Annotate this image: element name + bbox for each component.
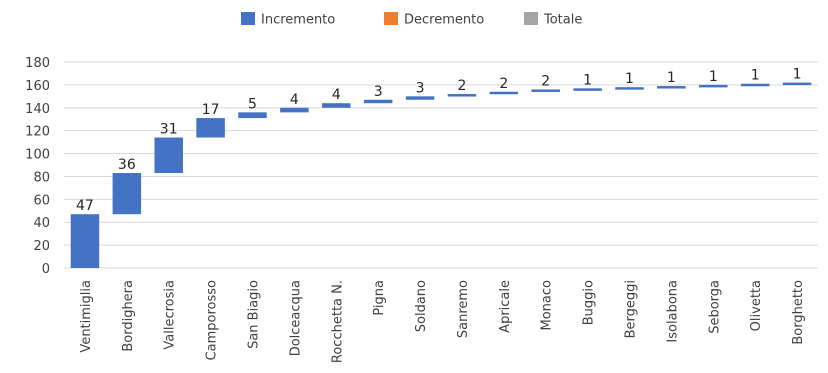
data-label: 1: [709, 69, 718, 85]
data-label: 3: [416, 80, 425, 96]
chart-bars: [70, 82, 812, 268]
bar-apricale: [489, 91, 519, 95]
y-tick-label: 80: [33, 170, 50, 185]
data-label: 2: [499, 76, 508, 92]
data-label: 4: [290, 92, 299, 108]
y-tick-label: 60: [33, 193, 50, 208]
bar-isolabona: [657, 86, 686, 89]
bar-rocchetta-n-: [322, 103, 351, 108]
x-tick-label: Soldano: [414, 280, 429, 332]
y-tick-label: 160: [25, 79, 50, 94]
legend-label: Totale: [543, 13, 582, 28]
data-label: 3: [374, 84, 383, 100]
x-tick-label: Dolceacqua: [288, 280, 303, 356]
bar-bordighera: [112, 173, 142, 215]
data-label: 2: [457, 78, 466, 94]
data-label: 31: [160, 122, 178, 138]
data-label: 47: [76, 198, 94, 214]
bar-dolceacqua: [280, 107, 309, 113]
bar-soldano: [405, 96, 435, 100]
bar-buggio: [573, 88, 602, 91]
legend-swatch: [524, 12, 538, 25]
data-label: 1: [625, 71, 634, 87]
x-tick-label: San Biagio: [247, 280, 262, 349]
legend-swatch: [241, 12, 255, 25]
x-tick-label: Bergeggi: [624, 280, 639, 338]
x-tick-label: Buggio: [582, 280, 597, 325]
bar-seborga: [699, 84, 728, 88]
legend-label: Decremento: [404, 13, 484, 28]
data-label: 1: [667, 70, 676, 86]
x-tick-label: Apricale: [498, 280, 513, 333]
x-tick-label: Rocchetta N.: [330, 280, 345, 363]
y-tick-label: 40: [33, 216, 50, 231]
x-tick-label: Isolabona: [665, 280, 680, 343]
bar-olivetta: [740, 83, 770, 87]
data-label: 5: [248, 96, 257, 112]
chart-legend: Incremento Decremento Totale: [241, 12, 582, 28]
y-tick-label: 100: [25, 148, 50, 163]
x-tick-label: Sanremo: [456, 280, 471, 338]
y-axis: 0 20 40 60 80 100 120 140 160 180: [25, 56, 50, 277]
y-tick-label: 20: [33, 239, 50, 254]
x-tick-label: Borghetto: [791, 280, 806, 345]
y-tick-label: 140: [25, 102, 50, 117]
data-label: 1: [793, 67, 802, 83]
y-tick-label: 180: [25, 56, 50, 71]
bar-san-biagio: [238, 112, 267, 119]
data-labels: 47 36 31 17 5 4 4 3 3 2 2 2 1 1 1 1 1 1: [76, 67, 801, 215]
bar-bergeggi: [615, 87, 644, 90]
bar-ventimiglia: [70, 214, 100, 268]
bar-sanremo: [447, 94, 477, 97]
data-label: 1: [583, 72, 592, 88]
bar-borghetto: [782, 82, 812, 86]
x-tick-label: Bordighera: [121, 280, 136, 352]
data-label: 17: [202, 102, 220, 118]
legend-swatch: [384, 12, 398, 25]
x-tick-label: Pigna: [372, 280, 387, 316]
bar-monaco: [531, 89, 560, 92]
legend-label: Incremento: [261, 13, 335, 28]
x-tick-label: Camporosso: [205, 280, 220, 360]
x-tick-label: Vallecrosia: [163, 280, 178, 350]
y-tick-label: 120: [25, 125, 50, 140]
chart-gridlines: [64, 61, 818, 269]
x-tick-label: Ventimiglia: [79, 280, 94, 353]
x-tick-label: Monaco: [540, 280, 555, 331]
x-tick-label: Olivetta: [749, 280, 764, 331]
y-tick-label: 0: [42, 262, 50, 277]
data-label: 4: [332, 87, 341, 103]
bar-camporosso: [196, 118, 225, 138]
bar-vallecrosia: [154, 137, 183, 174]
x-axis: Ventimiglia Bordighera Vallecrosia Camporos…: [79, 280, 806, 363]
x-tick-label: Seborga: [707, 280, 722, 334]
data-label: 1: [751, 68, 760, 84]
data-label: 2: [541, 73, 550, 89]
data-label: 36: [118, 157, 136, 173]
bar-pigna: [363, 99, 393, 104]
